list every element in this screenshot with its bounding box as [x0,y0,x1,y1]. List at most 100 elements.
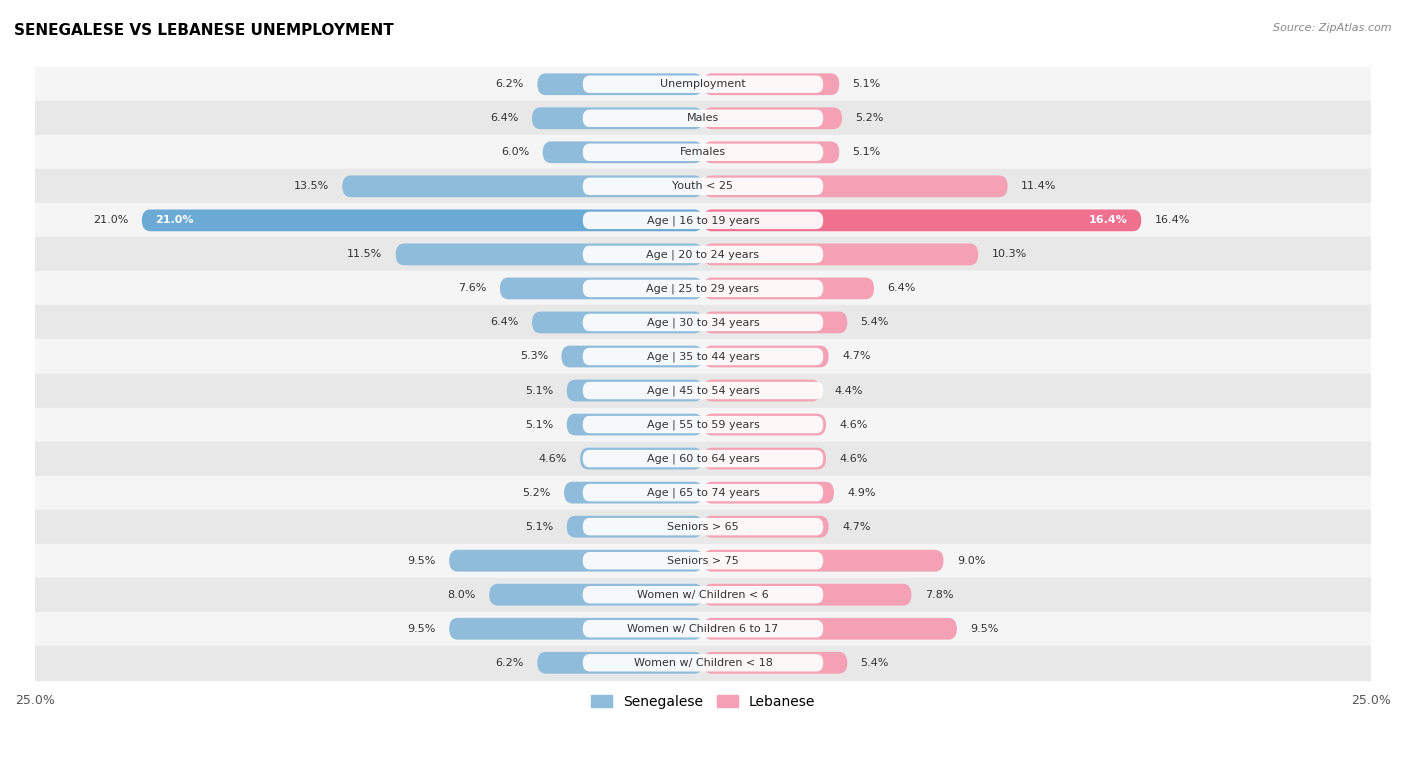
FancyBboxPatch shape [582,144,824,161]
Bar [35,170,1371,204]
FancyBboxPatch shape [582,347,824,365]
Text: 6.4%: 6.4% [491,114,519,123]
Bar [35,407,1371,441]
Text: 5.4%: 5.4% [860,658,889,668]
Text: 6.2%: 6.2% [495,79,524,89]
FancyBboxPatch shape [582,620,824,637]
FancyBboxPatch shape [449,618,703,640]
Text: 4.6%: 4.6% [839,419,868,429]
FancyBboxPatch shape [582,280,824,298]
Text: 9.5%: 9.5% [408,556,436,565]
Text: 21.0%: 21.0% [93,216,128,226]
FancyBboxPatch shape [703,210,1142,231]
FancyBboxPatch shape [142,210,703,231]
Bar [35,441,1371,475]
Text: Age | 35 to 44 years: Age | 35 to 44 years [647,351,759,362]
Text: Males: Males [688,114,718,123]
FancyBboxPatch shape [703,244,979,265]
FancyBboxPatch shape [501,278,703,299]
Text: Seniors > 65: Seniors > 65 [668,522,738,531]
Text: 5.4%: 5.4% [860,317,889,328]
Text: 9.5%: 9.5% [408,624,436,634]
Text: 7.8%: 7.8% [925,590,953,600]
Text: 6.0%: 6.0% [501,148,529,157]
Text: Females: Females [681,148,725,157]
FancyBboxPatch shape [582,212,824,229]
FancyBboxPatch shape [582,110,824,127]
Text: Age | 30 to 34 years: Age | 30 to 34 years [647,317,759,328]
FancyBboxPatch shape [567,413,703,435]
Bar [35,578,1371,612]
Text: Women w/ Children < 6: Women w/ Children < 6 [637,590,769,600]
Bar [35,612,1371,646]
Text: 4.4%: 4.4% [834,385,862,395]
Text: 5.1%: 5.1% [524,419,554,429]
FancyBboxPatch shape [342,176,703,198]
Text: 13.5%: 13.5% [294,182,329,192]
FancyBboxPatch shape [564,481,703,503]
Text: 7.6%: 7.6% [458,283,486,294]
FancyBboxPatch shape [703,550,943,572]
FancyBboxPatch shape [703,142,839,164]
Text: 8.0%: 8.0% [447,590,475,600]
Text: Age | 25 to 29 years: Age | 25 to 29 years [647,283,759,294]
FancyBboxPatch shape [703,107,842,129]
FancyBboxPatch shape [582,313,824,331]
Text: 16.4%: 16.4% [1090,216,1128,226]
Text: Unemployment: Unemployment [661,79,745,89]
FancyBboxPatch shape [537,73,703,95]
Bar [35,67,1371,101]
FancyBboxPatch shape [581,447,703,469]
Text: Age | 60 to 64 years: Age | 60 to 64 years [647,453,759,464]
Bar [35,101,1371,136]
Text: 5.2%: 5.2% [855,114,884,123]
FancyBboxPatch shape [543,142,703,164]
Text: 5.1%: 5.1% [524,522,554,531]
Text: 21.0%: 21.0% [155,216,194,226]
Text: Source: ZipAtlas.com: Source: ZipAtlas.com [1274,23,1392,33]
Bar [35,475,1371,509]
FancyBboxPatch shape [582,76,824,93]
Bar [35,204,1371,238]
FancyBboxPatch shape [703,584,911,606]
Text: Age | 16 to 19 years: Age | 16 to 19 years [647,215,759,226]
FancyBboxPatch shape [489,584,703,606]
FancyBboxPatch shape [449,550,703,572]
Text: 10.3%: 10.3% [991,249,1026,260]
Bar [35,339,1371,373]
Text: 16.4%: 16.4% [1154,216,1189,226]
Bar [35,238,1371,272]
FancyBboxPatch shape [703,380,821,401]
FancyBboxPatch shape [703,481,834,503]
FancyBboxPatch shape [703,176,1008,198]
FancyBboxPatch shape [703,652,848,674]
FancyBboxPatch shape [561,346,703,367]
Text: 5.1%: 5.1% [852,148,882,157]
Text: 4.6%: 4.6% [839,453,868,463]
Text: Age | 55 to 59 years: Age | 55 to 59 years [647,419,759,430]
FancyBboxPatch shape [531,312,703,333]
Text: Youth < 25: Youth < 25 [672,182,734,192]
FancyBboxPatch shape [582,178,824,195]
Text: 9.5%: 9.5% [970,624,998,634]
FancyBboxPatch shape [703,447,825,469]
FancyBboxPatch shape [703,516,828,537]
Text: 6.2%: 6.2% [495,658,524,668]
Text: 11.5%: 11.5% [347,249,382,260]
Text: 6.4%: 6.4% [491,317,519,328]
Bar [35,544,1371,578]
FancyBboxPatch shape [582,450,824,467]
FancyBboxPatch shape [582,586,824,603]
FancyBboxPatch shape [582,654,824,671]
FancyBboxPatch shape [703,618,957,640]
Legend: Senegalese, Lebanese: Senegalese, Lebanese [585,689,821,714]
FancyBboxPatch shape [582,484,824,501]
Text: Age | 65 to 74 years: Age | 65 to 74 years [647,488,759,498]
Bar [35,509,1371,544]
FancyBboxPatch shape [703,413,825,435]
Bar [35,305,1371,339]
FancyBboxPatch shape [395,244,703,265]
FancyBboxPatch shape [703,73,839,95]
FancyBboxPatch shape [567,516,703,537]
Text: Age | 20 to 24 years: Age | 20 to 24 years [647,249,759,260]
